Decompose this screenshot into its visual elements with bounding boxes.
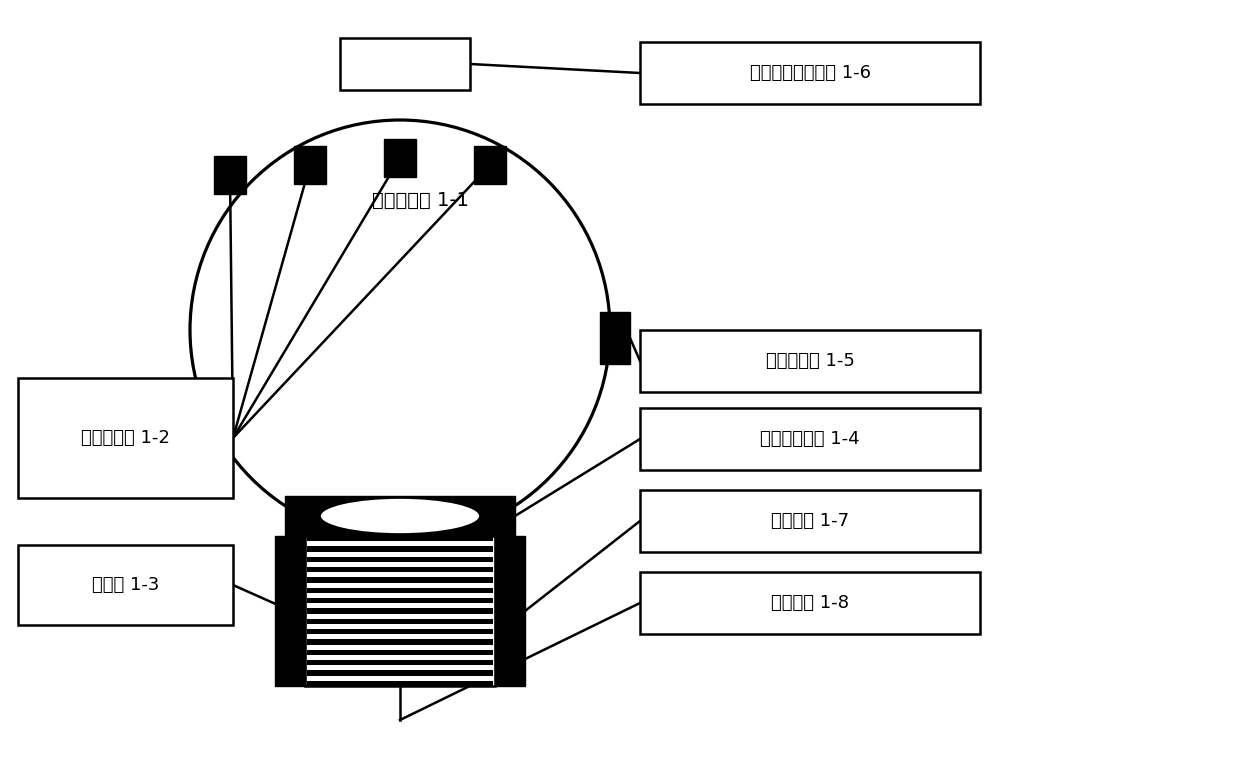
Bar: [495, 536, 525, 686]
Bar: [640, 490, 980, 552]
Bar: [640, 330, 980, 392]
Bar: [19, 545, 233, 625]
Bar: [308, 629, 494, 634]
Bar: [640, 42, 980, 104]
Bar: [305, 536, 495, 686]
Bar: [308, 557, 494, 562]
Bar: [308, 670, 494, 676]
Text: 一组卤钙灯 1-2: 一组卤钙灯 1-2: [81, 429, 170, 447]
Bar: [308, 546, 494, 551]
Bar: [340, 38, 470, 90]
Bar: [384, 139, 415, 177]
Text: 供电系统 1-8: 供电系统 1-8: [771, 594, 849, 612]
Bar: [308, 660, 494, 665]
Bar: [474, 146, 506, 184]
Bar: [19, 378, 233, 498]
Bar: [308, 640, 494, 644]
Ellipse shape: [320, 498, 480, 534]
Text: 标准积分球 1-1: 标准积分球 1-1: [372, 190, 469, 209]
Text: 卫星灯 1-3: 卫星灯 1-3: [92, 576, 159, 594]
Bar: [275, 536, 305, 686]
Bar: [308, 598, 494, 603]
Bar: [640, 572, 980, 634]
Bar: [308, 578, 494, 583]
Bar: [308, 608, 494, 614]
Bar: [308, 681, 494, 686]
Bar: [215, 156, 246, 194]
Text: 散热单元 1-7: 散热单元 1-7: [771, 512, 849, 530]
Text: 系列标准靶标接口 1-6: 系列标准靶标接口 1-6: [749, 64, 870, 82]
Bar: [600, 312, 630, 364]
Bar: [308, 619, 494, 624]
Bar: [640, 408, 980, 470]
Bar: [294, 146, 326, 184]
Bar: [308, 588, 494, 593]
Bar: [308, 650, 494, 655]
Text: 可变入射光阀 1-4: 可变入射光阀 1-4: [760, 430, 859, 448]
Text: 监视探测器 1-5: 监视探测器 1-5: [765, 352, 854, 370]
Bar: [308, 567, 494, 572]
Bar: [285, 496, 515, 536]
Bar: [308, 536, 494, 542]
